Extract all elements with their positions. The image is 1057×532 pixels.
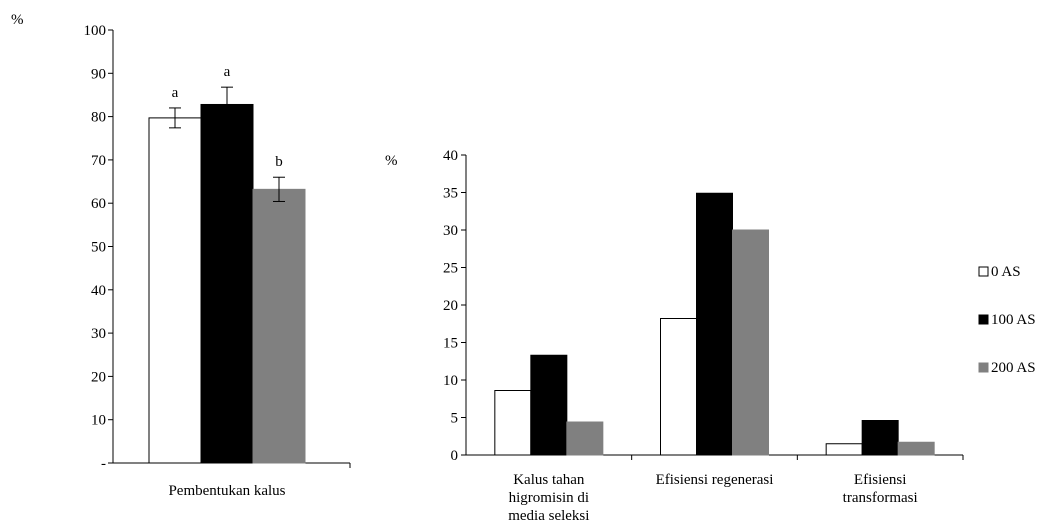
bar <box>252 188 306 464</box>
bar <box>732 229 769 456</box>
y-tick-label: 70 <box>91 153 106 169</box>
bar <box>148 117 202 464</box>
bar <box>530 354 568 456</box>
x-category-label: Efisiensi regenerasi <box>656 472 774 488</box>
y-tick-label: 5 <box>451 411 459 427</box>
significance-letter: b <box>275 154 283 170</box>
bar <box>861 420 899 456</box>
y-tick-label: 10 <box>443 373 458 389</box>
legend-label: 0 AS <box>991 264 1021 280</box>
y-tick-label: 60 <box>91 196 106 212</box>
chart-pembentukan-kalus: % - 10 20 30 40 50 60 70 80 90 100 a a b Pembentukan ka… <box>11 12 351 499</box>
y-tick-label: 90 <box>91 66 106 82</box>
bar <box>897 441 935 456</box>
y-tick-label: 30 <box>443 223 458 239</box>
y-tick-label: 15 <box>443 336 458 352</box>
y-tick-label: 100 <box>84 23 107 39</box>
y-tick-label: 0 <box>451 448 459 464</box>
bar <box>494 390 532 456</box>
legend: 0 AS 100 AS 200 AS <box>978 264 1036 376</box>
legend-label: 200 AS <box>991 360 1036 376</box>
y-tick-label: 40 <box>91 283 106 299</box>
x-category-label: Efisiensi <box>854 472 907 488</box>
y-tick-label: 20 <box>91 369 106 385</box>
bar <box>696 192 733 456</box>
y-axis-label: % <box>11 12 24 28</box>
x-category-label: higromisin di <box>509 490 589 506</box>
bar <box>200 103 254 464</box>
significance-letter: a <box>172 85 179 101</box>
bar <box>825 443 863 456</box>
y-tick-label: 25 <box>443 261 458 277</box>
y-tick-label: 40 <box>443 148 458 164</box>
x-category-label: Kalus tahan <box>513 472 585 488</box>
y-tick-label: 35 <box>443 186 458 202</box>
y-tick-label: 80 <box>91 110 106 126</box>
x-category-label: media seleksi <box>508 508 589 524</box>
legend-swatch <box>978 314 989 325</box>
x-category-label: transformasi <box>843 490 918 506</box>
bar <box>566 421 604 456</box>
x-category-label: Pembentukan kalus <box>168 483 285 499</box>
y-axis-label: % <box>385 153 398 169</box>
legend-label: 100 AS <box>991 312 1036 328</box>
y-tick-label: 50 <box>91 240 106 256</box>
legend-swatch <box>978 266 989 277</box>
y-tick-label: 20 <box>443 298 458 314</box>
y-tick-label: - <box>101 456 106 472</box>
legend-swatch <box>978 362 989 373</box>
y-tick-label: 10 <box>91 413 106 429</box>
y-tick-label: 30 <box>91 326 106 342</box>
significance-letter: a <box>224 64 231 80</box>
chart-efficiency: % 0 5 10 15 20 25 30 35 40 Kalus tahan higromisin d… <box>385 148 964 524</box>
bar <box>660 318 697 456</box>
